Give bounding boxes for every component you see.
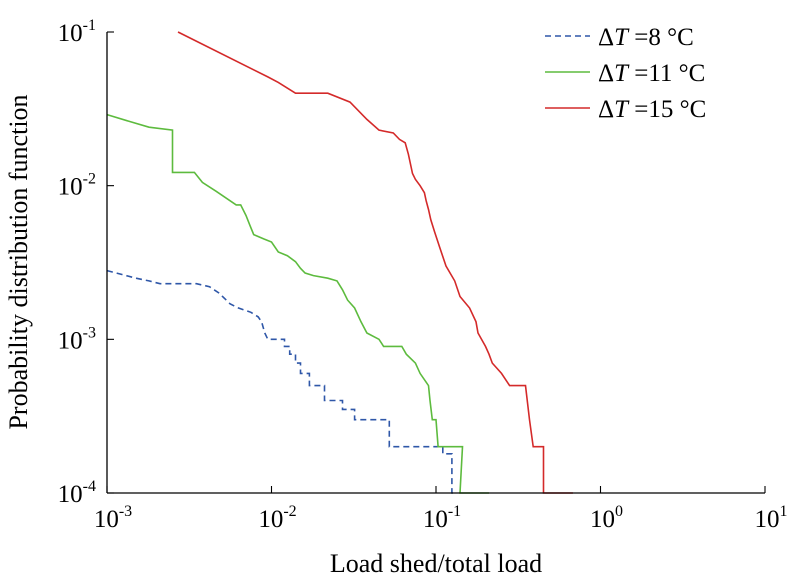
y-tick-label: 10-2 [58,171,96,201]
x-tick-label: 101 [755,503,788,533]
x-tick-label: 10-3 [94,503,132,533]
y-tick-label-base: 10 [58,327,83,354]
series-line-1 [106,269,455,494]
y-axis-label: Probability distribution function [4,94,33,429]
legend-value: =8 °C [628,24,694,51]
y-tick-label-exponent: -2 [83,171,96,188]
legend-delta: Δ [598,24,614,51]
legend-variable: T [614,24,630,51]
y-tick-label: 10-4 [58,478,96,508]
y-tick-label-base: 10 [58,20,83,47]
x-tick-label-exponent: 1 [780,503,788,520]
y-tick-label-exponent: -4 [83,478,96,495]
x-tick-label-base: 10 [258,506,283,533]
legend-label-2: ΔT =11 °C [598,60,705,87]
x-axis-label: Load shed/total load [330,549,542,578]
x-tick-label-base: 10 [755,506,780,533]
legend-label-1: ΔT =8 °C [598,24,694,51]
legend-delta: Δ [598,96,614,123]
y-tick-label-base: 10 [58,174,83,201]
x-tick-label-base: 10 [94,506,119,533]
series-line-2 [106,113,489,494]
x-tick-label: 10-2 [258,503,296,533]
legend-value: =11 °C [628,60,705,87]
x-tick-label-exponent: -2 [283,503,296,520]
y-tick-label: 10-1 [58,17,96,47]
legend-delta: Δ [598,60,614,87]
x-tick-label-exponent: -1 [448,503,461,520]
legend-value: =15 °C [628,96,706,123]
legend: ΔT =8 °CΔT =11 °CΔT =15 °C [545,24,706,123]
y-tick-label-exponent: -1 [83,17,96,34]
legend-variable: T [614,96,630,123]
x-tick-label: 100 [590,503,623,533]
x-tick-label-exponent: 0 [615,503,623,520]
x-tick-label-base: 10 [590,506,615,533]
legend-label-3: ΔT =15 °C [598,96,706,123]
x-tick-label: 10-1 [423,503,461,533]
series-line-3 [177,31,573,494]
y-tick-label-base: 10 [58,481,83,508]
x-tick-label-exponent: -3 [119,503,132,520]
y-tick-label-exponent: -3 [83,324,96,341]
x-tick-label-base: 10 [423,506,448,533]
series-layer [106,31,573,494]
y-tick-label: 10-3 [58,324,96,354]
legend-variable: T [614,60,630,87]
